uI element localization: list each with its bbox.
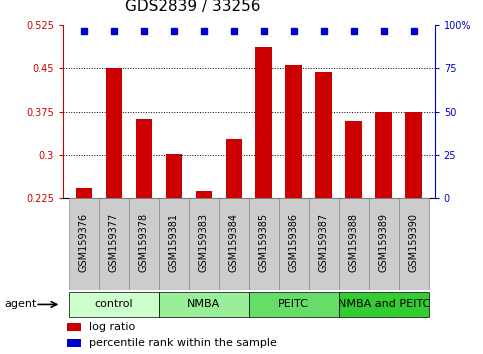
Text: GSM159386: GSM159386 — [289, 213, 298, 272]
Bar — [375, 112, 392, 198]
Text: GSM159390: GSM159390 — [409, 213, 419, 272]
Bar — [369, 198, 398, 290]
Text: control: control — [95, 299, 133, 309]
Text: NMBA: NMBA — [187, 299, 220, 309]
Bar — [129, 198, 159, 290]
Bar — [196, 191, 212, 198]
Text: GSM159384: GSM159384 — [229, 213, 239, 272]
Text: PEITC: PEITC — [278, 299, 309, 309]
Bar — [309, 198, 339, 290]
Bar — [345, 121, 362, 198]
Text: GSM159388: GSM159388 — [349, 213, 359, 272]
Bar — [75, 188, 92, 198]
Text: NMBA and PEITC: NMBA and PEITC — [338, 299, 430, 309]
Text: GSM159389: GSM159389 — [379, 213, 389, 272]
Bar — [285, 65, 302, 198]
Text: GSM159385: GSM159385 — [259, 213, 269, 272]
Bar — [249, 292, 339, 317]
Bar — [67, 324, 82, 331]
Bar — [339, 198, 369, 290]
Text: GSM159376: GSM159376 — [79, 213, 89, 272]
Text: GSM159383: GSM159383 — [199, 213, 209, 272]
Text: agent: agent — [5, 299, 37, 309]
Text: GDS2839 / 33256: GDS2839 / 33256 — [125, 0, 261, 14]
Bar — [226, 139, 242, 198]
Bar — [159, 292, 249, 317]
Text: percentile rank within the sample: percentile rank within the sample — [89, 338, 277, 348]
Bar — [69, 198, 99, 290]
Text: GSM159378: GSM159378 — [139, 213, 149, 272]
Bar — [249, 198, 279, 290]
Bar — [279, 198, 309, 290]
Bar — [136, 119, 152, 198]
Bar — [105, 68, 122, 198]
Bar — [339, 292, 429, 317]
Text: log ratio: log ratio — [89, 322, 135, 332]
Text: GSM159387: GSM159387 — [319, 213, 329, 272]
Bar — [189, 198, 219, 290]
Bar — [69, 292, 159, 317]
Text: GSM159377: GSM159377 — [109, 213, 119, 272]
Bar — [166, 154, 182, 198]
Text: GSM159381: GSM159381 — [169, 213, 179, 272]
Bar — [219, 198, 249, 290]
Bar — [405, 112, 422, 198]
Bar — [256, 47, 272, 198]
Bar — [67, 339, 82, 347]
Bar — [315, 72, 332, 198]
Bar — [398, 198, 429, 290]
Bar — [159, 198, 189, 290]
Bar — [99, 198, 129, 290]
